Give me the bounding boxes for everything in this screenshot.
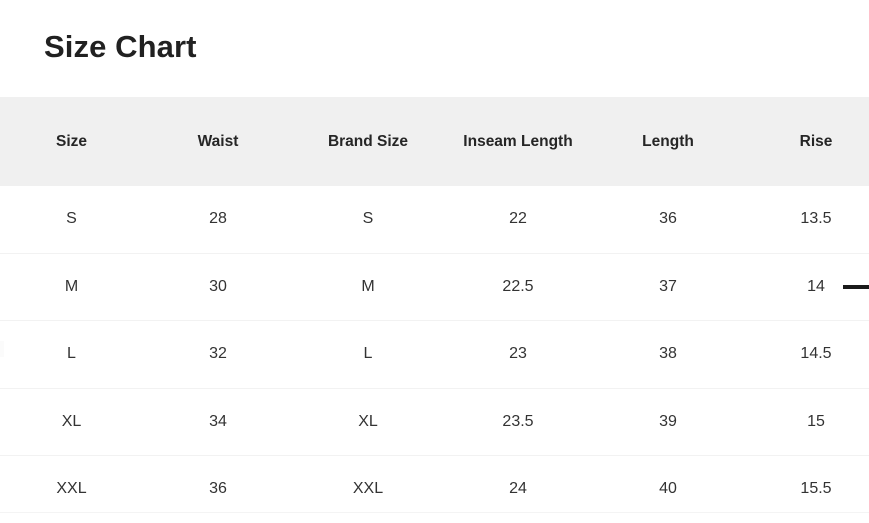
cell-length: 40 — [593, 455, 743, 523]
size-chart-table: Size Waist Brand Size Inseam Length Leng… — [0, 97, 869, 523]
cell-brand-size: L — [293, 320, 443, 388]
cell-rise: 14.5 — [743, 320, 869, 388]
dash-icon — [843, 285, 869, 289]
cell-inseam-length: 23 — [443, 320, 593, 388]
table-row: XL 34 XL 23.5 39 15 — [0, 387, 869, 456]
cell-size: M — [0, 252, 143, 321]
table-bottom-divider — [0, 512, 869, 513]
cell-brand-size: M — [293, 252, 443, 321]
table-row: XXL 36 XXL 24 40 15.5 — [0, 455, 869, 523]
cell-length: 38 — [593, 320, 743, 388]
cell-inseam-length: 22 — [509, 210, 527, 228]
cell-inseam-length: 22.5 — [443, 252, 593, 321]
cell-inseam-length: 24 — [443, 455, 593, 523]
page-title: Size Chart — [44, 29, 197, 64]
cell-inseam-length: 23.5 — [443, 387, 593, 456]
table-row: L 32 L 23 38 14.5 — [0, 320, 869, 388]
cell-rise: 15.5 — [743, 455, 869, 523]
cell-length: 37 — [593, 252, 743, 321]
table-body: S 28 S 22 36 13.5 M 30 M 22.5 37 14 L 32… — [0, 186, 869, 523]
cell-rise: 13.5 — [800, 210, 832, 228]
cell-length: 36 — [659, 210, 677, 228]
column-header-size: Size — [55, 133, 87, 150]
cell-brand-size: XL — [293, 387, 443, 456]
column-header-inseam-length: Inseam Length — [463, 133, 573, 150]
column-header-rise: Rise — [799, 133, 833, 150]
cell-waist: 36 — [143, 455, 293, 523]
cell-waist: 30 — [143, 252, 293, 321]
cell-waist: 32 — [143, 320, 293, 388]
cell-brand-size: S — [362, 210, 374, 228]
column-header-length: Length — [642, 133, 694, 150]
table-row: S 28 S 22 36 13.5 — [0, 186, 869, 253]
cell-rise: 14 — [743, 252, 869, 321]
cell-waist: 34 — [143, 387, 293, 456]
cell-size: XL — [0, 387, 143, 456]
column-header-brand-size: Brand Size — [327, 133, 409, 150]
cell-size: S — [66, 210, 77, 228]
table-header: Size Waist Brand Size Inseam Length Leng… — [0, 97, 869, 186]
cell-brand-size: XXL — [293, 455, 443, 523]
cell-length: 39 — [593, 387, 743, 456]
table-row: M 30 M 22.5 37 14 — [0, 252, 869, 321]
left-edge-mark — [0, 341, 4, 357]
cell-rise: 15 — [743, 387, 869, 456]
column-header-waist: Waist — [197, 133, 239, 150]
table-header-row: Size Waist Brand Size Inseam Length Leng… — [0, 97, 869, 186]
cell-size: XXL — [0, 455, 143, 523]
cell-size: L — [0, 320, 143, 388]
cell-waist: 28 — [209, 210, 227, 228]
